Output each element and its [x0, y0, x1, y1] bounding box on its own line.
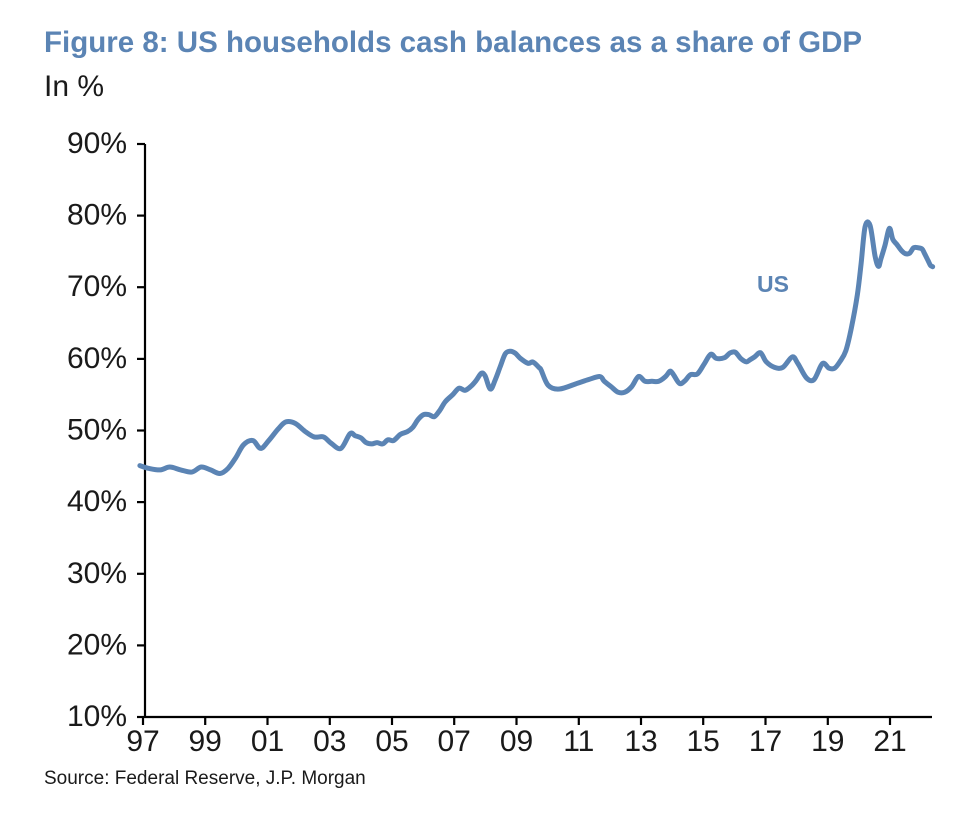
svg-text:21: 21: [873, 725, 906, 758]
svg-text:70%: 70%: [67, 270, 127, 303]
svg-text:17: 17: [749, 725, 782, 758]
svg-text:90%: 90%: [67, 127, 127, 160]
svg-text:11: 11: [563, 725, 594, 758]
svg-text:99: 99: [189, 725, 222, 758]
svg-text:50%: 50%: [67, 414, 127, 447]
svg-text:97: 97: [126, 725, 159, 758]
svg-text:20%: 20%: [67, 628, 127, 661]
svg-text:30%: 30%: [67, 557, 127, 590]
svg-text:19: 19: [811, 725, 844, 758]
svg-text:07: 07: [438, 725, 471, 758]
svg-text:09: 09: [500, 725, 533, 758]
svg-text:01: 01: [251, 725, 284, 758]
svg-text:05: 05: [375, 725, 408, 758]
svg-text:03: 03: [313, 725, 346, 758]
svg-text:10%: 10%: [67, 700, 127, 733]
svg-text:40%: 40%: [67, 485, 127, 518]
svg-text:15: 15: [687, 725, 720, 758]
svg-text:60%: 60%: [67, 342, 127, 375]
svg-text:80%: 80%: [67, 199, 127, 232]
svg-text:13: 13: [624, 725, 657, 758]
svg-text:US: US: [757, 271, 789, 297]
